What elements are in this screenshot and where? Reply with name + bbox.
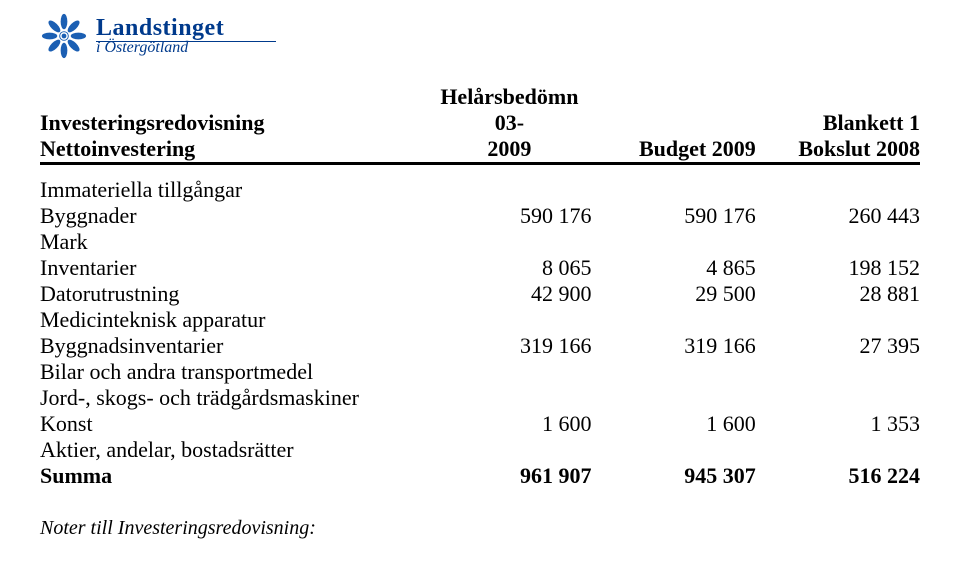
row-value: 260 443 <box>756 203 920 229</box>
sum-label: Summa <box>40 463 427 489</box>
col1-header-line2: 2009 <box>427 136 591 164</box>
row-label: Konst <box>40 411 427 437</box>
page: Landstinget i Östergötland Investeringsr… <box>0 0 960 569</box>
row-value <box>756 229 920 255</box>
row-value: 1 600 <box>592 411 756 437</box>
row-label: Bilar och andra transportmedel <box>40 359 427 385</box>
row-value <box>756 359 920 385</box>
row-value <box>756 177 920 203</box>
row-value: 28 881 <box>756 281 920 307</box>
col3-header: Bokslut 2008 <box>756 136 920 164</box>
row-value <box>756 307 920 333</box>
row-value: 29 500 <box>592 281 756 307</box>
row-label: Byggnadsinventarier <box>40 333 427 359</box>
table-row: Byggnader590 176590 176260 443 <box>40 203 920 229</box>
row-label: Immateriella tillgångar <box>40 177 427 203</box>
row-value <box>427 177 591 203</box>
row-value <box>592 307 756 333</box>
table-row: Mark <box>40 229 920 255</box>
row-value: 198 152 <box>756 255 920 281</box>
table-row: Bilar och andra transportmedel <box>40 359 920 385</box>
row-value <box>592 359 756 385</box>
sunflower-icon <box>40 12 88 60</box>
blankett-cell: Blankett 1 <box>756 84 920 136</box>
logo-block: Landstinget i Östergötland <box>40 12 920 60</box>
row-label: Aktier, andelar, bostadsrätter <box>40 437 427 463</box>
row-value: 319 166 <box>592 333 756 359</box>
table-row: Medicinteknisk apparatur <box>40 307 920 333</box>
sum-row: Summa 961 907 945 307 516 224 <box>40 463 920 489</box>
row-value: 8 065 <box>427 255 591 281</box>
sum-c3: 516 224 <box>756 463 920 489</box>
header-row-2: Nettoinvestering 2009 Budget 2009 Bokslu… <box>40 136 920 164</box>
row-value <box>756 437 920 463</box>
row-label: Jord-, skogs- och trädgårdsmaskiner <box>40 385 427 411</box>
row-label: Medicinteknisk apparatur <box>40 307 427 333</box>
logo-title: Landstinget <box>96 16 276 40</box>
row-value: 42 900 <box>427 281 591 307</box>
row-value: 27 395 <box>756 333 920 359</box>
title-cell: Investeringsredovisning <box>40 84 427 136</box>
row-value: 590 176 <box>592 203 756 229</box>
table-row: Datorutrustning42 90029 50028 881 <box>40 281 920 307</box>
row-label: Byggnader <box>40 203 427 229</box>
table-row: Aktier, andelar, bostadsrätter <box>40 437 920 463</box>
row-value <box>427 437 591 463</box>
notes-heading: Noter till Investeringsredovisning: <box>40 517 920 540</box>
row-label: Datorutrustning <box>40 281 427 307</box>
table-row: Konst1 6001 6001 353 <box>40 411 920 437</box>
logo-text: Landstinget i Östergötland <box>96 16 276 56</box>
row-value: 4 865 <box>592 255 756 281</box>
table-row: Immateriella tillgångar <box>40 177 920 203</box>
row-value: 1 353 <box>756 411 920 437</box>
header-row-1: Investeringsredovisning Helårsbedömn 03-… <box>40 84 920 136</box>
row-label: Mark <box>40 229 427 255</box>
table-row: Jord-, skogs- och trädgårdsmaskiner <box>40 385 920 411</box>
sum-c2: 945 307 <box>592 463 756 489</box>
row-value: 319 166 <box>427 333 591 359</box>
table-row: Byggnadsinventarier319 166319 16627 395 <box>40 333 920 359</box>
row-value <box>756 385 920 411</box>
row-value: 590 176 <box>427 203 591 229</box>
row-value <box>427 359 591 385</box>
row-value: 1 600 <box>427 411 591 437</box>
row-value <box>427 385 591 411</box>
col2-header: Budget 2009 <box>592 136 756 164</box>
row-value <box>427 307 591 333</box>
table-row: Inventarier8 0654 865198 152 <box>40 255 920 281</box>
row-value <box>592 177 756 203</box>
row-value <box>592 437 756 463</box>
col1-header-line1: Helårsbedömn 03- <box>427 84 591 136</box>
investment-table: Investeringsredovisning Helårsbedömn 03-… <box>40 84 920 489</box>
row-value <box>592 385 756 411</box>
row-value <box>592 229 756 255</box>
sum-c1: 961 907 <box>427 463 591 489</box>
row-value <box>427 229 591 255</box>
logo-subtitle: i Östergötland <box>96 40 276 56</box>
row-label: Inventarier <box>40 255 427 281</box>
subheader-cell: Nettoinvestering <box>40 136 427 164</box>
